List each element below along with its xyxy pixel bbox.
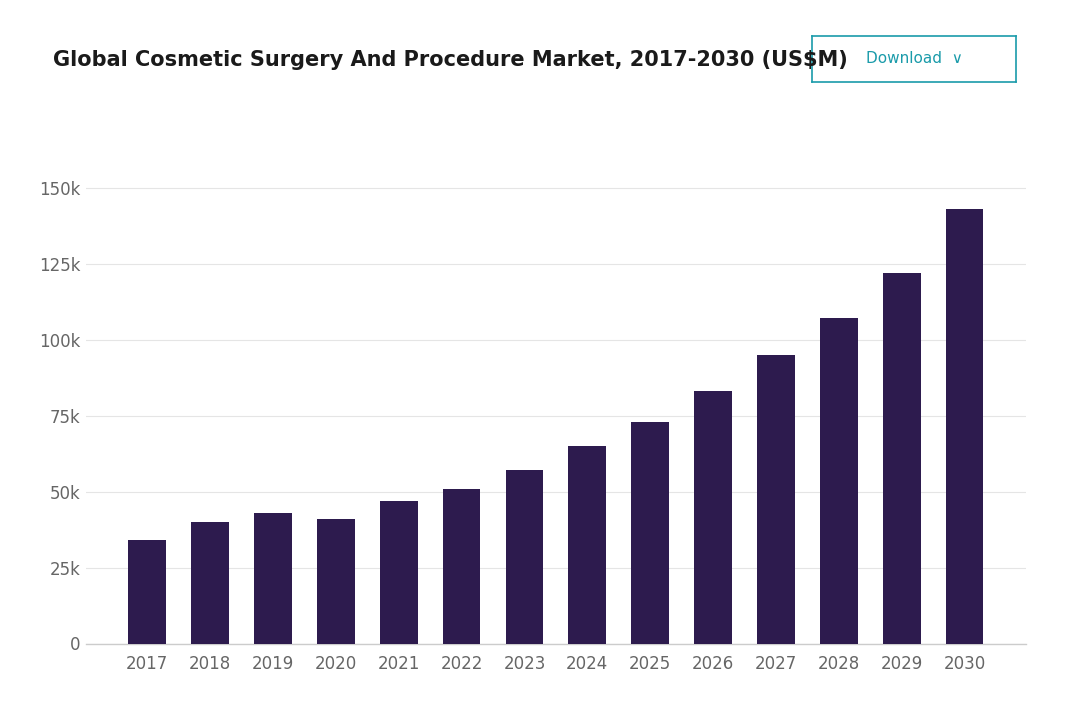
Bar — [883, 272, 920, 644]
Bar — [820, 318, 857, 644]
Bar — [632, 422, 669, 644]
Bar — [254, 513, 292, 644]
Bar — [569, 446, 606, 644]
Bar — [379, 500, 418, 644]
Bar — [128, 541, 166, 644]
Text: Global Cosmetic Surgery And Procedure Market, 2017-2030 (US$M): Global Cosmetic Surgery And Procedure Ma… — [53, 50, 848, 70]
Bar — [694, 391, 732, 644]
Bar — [757, 355, 795, 644]
Bar — [191, 522, 229, 644]
Bar — [443, 488, 480, 644]
Bar — [946, 209, 983, 644]
Text: Download  ∨: Download ∨ — [866, 51, 962, 66]
Bar — [506, 470, 543, 644]
Bar — [316, 519, 355, 644]
